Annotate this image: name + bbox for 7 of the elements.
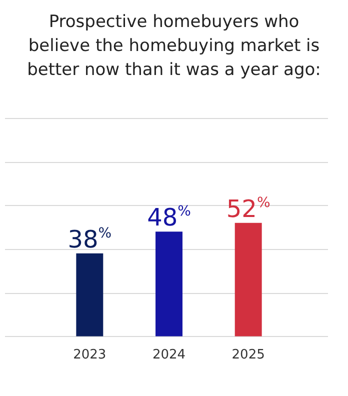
data-label: 38% <box>68 225 112 254</box>
data-label: 48% <box>147 204 191 232</box>
x-tick-label: 2024 <box>152 348 186 363</box>
x-tick-label: 2023 <box>73 348 106 363</box>
chart-title: Prospective homebuyers who believe the homebuying market is better now than it was a year ago: <box>26 11 322 82</box>
data-label: 52% <box>226 194 270 223</box>
x-tick-label: 2025 <box>232 348 265 363</box>
